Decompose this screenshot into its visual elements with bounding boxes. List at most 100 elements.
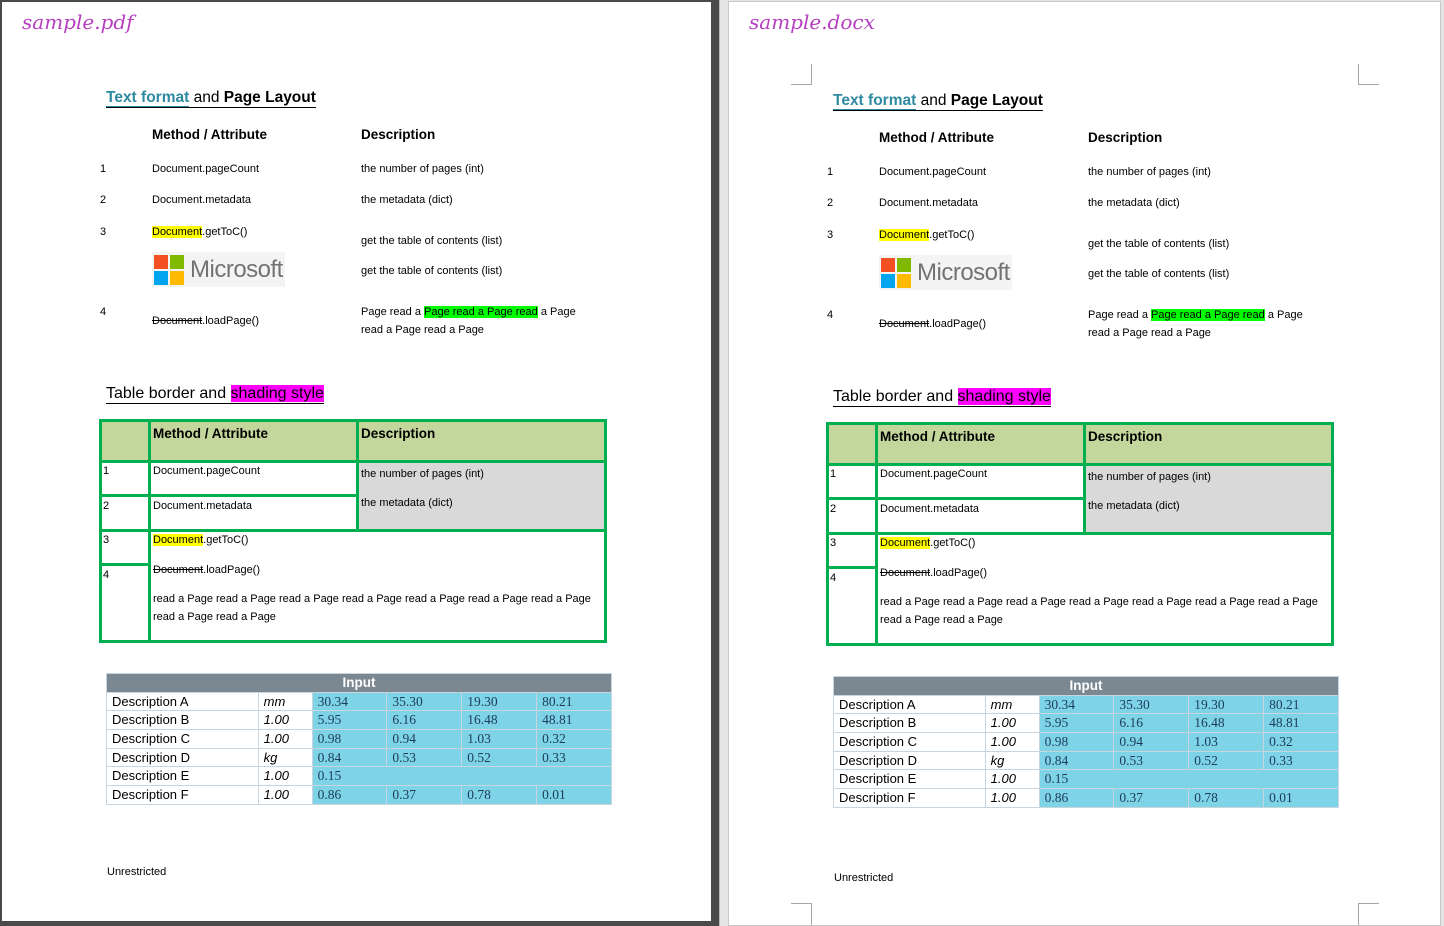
text: Page read a [1088,309,1151,321]
table2-row-number: 4 [830,572,837,584]
table2-desc: the metadata (dict) [361,497,453,509]
value-cell: 0.98 [311,729,388,749]
table2-row-number: 3 [103,534,110,546]
table1-method: Document.pageCount [152,163,260,175]
value-cell: 0.15 [1038,769,1340,790]
heading-teal-part: Text format [106,89,190,107]
table1-row-number: 1 [827,166,834,178]
table2-row-number: 3 [830,537,837,549]
table2-row-number: 2 [830,503,837,515]
value-cell: 48.81 [1263,713,1339,734]
value-cell: 6.16 [386,710,463,731]
row-label: Description D [833,750,986,771]
table1-method: Document.loadPage() [879,318,986,330]
footer-classification: Unrestricted [107,866,167,878]
table2-header-description: Description [1088,429,1163,444]
table1-desc: Page read a Page read a Page read a Page [1088,309,1303,321]
value-cell: 0.01 [1263,788,1339,808]
table1-header-method: Method / Attribute [152,127,267,142]
windows-logo-icon [881,257,911,288]
row-unit: 1.00 [257,785,313,805]
margin-corner-mark [791,64,812,85]
heading-plain-part: Table border and [833,388,958,405]
margin-corner-mark [1358,903,1379,925]
value-cell: 0.15 [311,766,613,787]
table-row: Description C 1.00 0.98 0.94 1.03 0.32 [106,729,612,749]
value-cell: 0.53 [386,747,463,768]
table1-row-number: 4 [827,309,834,321]
section-heading-text-format: Text format and Page Layout [106,89,316,108]
table1-header-description: Description [1088,130,1163,145]
section-heading-table-border: Table border and shading style [106,384,324,404]
value-cell: 0.53 [1113,750,1190,771]
table1-row-number: 4 [100,306,107,318]
table-row: Description E 1.00 0.15 [833,769,1340,790]
table2-row-number: 1 [830,468,837,480]
value-cell: 0.32 [536,729,612,749]
table2-header-description: Description [361,426,436,441]
value-cell: 0.01 [536,785,612,805]
input-table-header: Input [833,676,1339,696]
value-cell: 35.30 [386,691,463,712]
value-cell: 19.30 [1188,694,1265,715]
table2-method: Document.getToC() [880,537,975,549]
margin-corner-mark [1358,64,1379,85]
logo-text: Microsoft [917,258,1010,286]
document-filename: sample.pdf [22,10,134,34]
table1-method: Document.pageCount [879,166,987,178]
method-rest: .loadPage() [929,318,987,330]
value-cell: 48.81 [536,710,612,731]
table1-row-number: 1 [100,163,107,175]
table2-desc: the number of pages (int) [361,468,484,480]
value-cell: 0.37 [386,785,463,805]
table-row: Description E 1.00 0.15 [106,766,613,787]
value-cell: 0.52 [1188,750,1265,771]
value-cell: 0.52 [461,747,538,768]
row-unit: 1.00 [257,766,313,787]
table1-method: Document.getToC() [152,226,247,238]
highlighted-text: Document [879,229,930,241]
table1-method: Document.loadPage() [152,315,259,327]
table1-desc: the metadata (dict) [361,194,453,206]
pdf-page: sample.pdf Text format and Page Layout Met… [2,2,711,921]
table1-desc-line2: read a Page read a Page [361,324,484,336]
bordered-table: Method / Attribute Description 1 2 3 4 D… [826,422,1334,646]
document-filename: sample.docx [749,10,875,34]
row-label: Description B [833,713,986,734]
table2-paragraph-line: read a Page read a Page read a Page read… [153,593,591,605]
microsoft-logo: Microsoft [152,252,285,287]
method-rest: .loadPage() [203,564,261,576]
table1-method: Document.metadata [152,194,252,206]
table-row: Description B 1.00 5.95 6.16 16.48 48.81 [106,710,612,731]
value-cell: 0.86 [1038,788,1115,808]
value-cell: 16.48 [461,710,538,731]
pdf-viewer-pane: sample.pdf Text format and Page Layout Met… [0,0,719,926]
value-cell: 30.34 [1038,694,1115,715]
highlighted-text: Document [153,534,204,546]
heading-plain-part: and [916,92,951,109]
table2-method: Document.pageCount [153,465,261,477]
value-cell: 0.98 [1038,732,1115,752]
value-cell: 0.94 [1113,732,1190,752]
table-row: Description F 1.00 0.86 0.37 0.78 0.01 [106,785,612,805]
value-cell: 16.48 [1188,713,1265,734]
highlighted-text: Document [880,537,931,549]
table2-shaded-cell [358,463,604,529]
method-rest: .getToC() [929,229,975,241]
value-cell: 5.95 [1038,713,1115,734]
table-row: Description B 1.00 5.95 6.16 16.48 48.81 [833,713,1339,734]
value-cell: 0.84 [1038,750,1115,771]
value-cell: 0.32 [1263,732,1339,752]
row-label: Description A [833,694,986,715]
table1-desc: get the table of contents (list) [1088,238,1230,250]
table2-row-number: 4 [103,569,110,581]
table-row: Description F 1.00 0.86 0.37 0.78 0.01 [833,788,1339,808]
table2-method: Document.getToC() [153,534,248,546]
row-unit: kg [257,747,313,768]
row-label: Description A [106,691,259,712]
table2-shaded-cell [1085,466,1331,532]
